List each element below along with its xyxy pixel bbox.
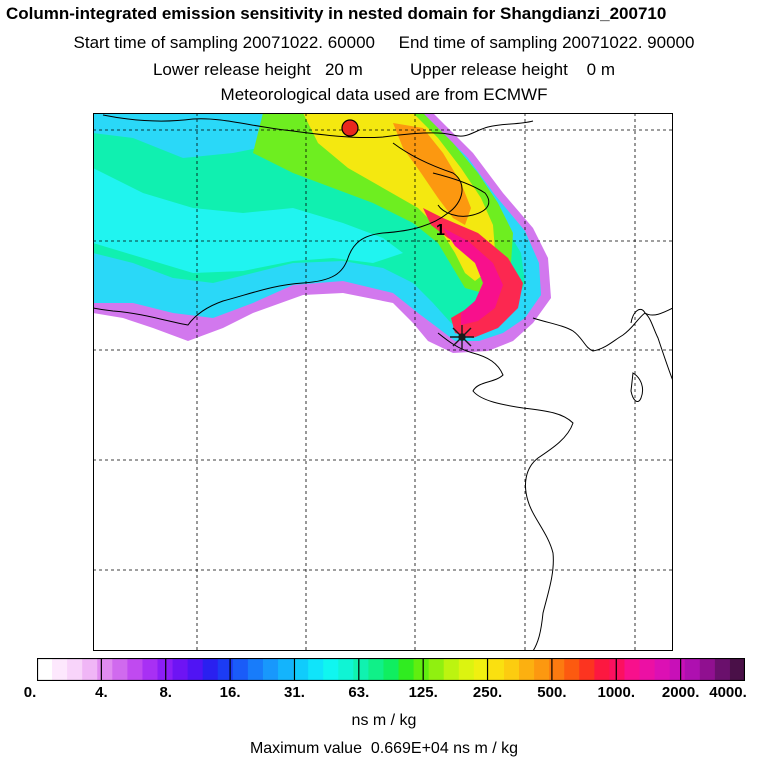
colorbar-cell — [654, 658, 671, 681]
sensitivity-map: 1 — [93, 113, 673, 651]
colorbar-tick-label: 125. — [408, 684, 438, 701]
colorbar-cell — [97, 658, 113, 681]
colorbar-cell — [729, 658, 745, 681]
plot-title: Column-integrated emission sensitivity i… — [6, 4, 667, 23]
colorbar-cell — [37, 658, 53, 681]
coastline-korea — [630, 307, 673, 324]
colorbar-cell — [52, 658, 68, 681]
colorbar-cell — [579, 658, 595, 681]
star-center — [458, 333, 466, 341]
colorbar-cell — [308, 658, 324, 681]
colorbar-cell — [202, 658, 219, 681]
colorbar-cell — [488, 658, 505, 681]
colorbar-cell — [172, 658, 189, 681]
release-site-marker — [450, 325, 474, 349]
meteo-source-line: Meteorological data used are from ECMWF — [220, 85, 548, 104]
colorbar-cell — [278, 658, 294, 681]
plume-yellow — [303, 113, 495, 281]
coastlines — [93, 114, 673, 651]
colorbar-cell — [443, 658, 460, 681]
colorbar-tick-label: 1000. — [597, 684, 636, 701]
colorbar-cell — [293, 658, 309, 681]
peninsula — [432, 172, 490, 217]
colorbar-cell — [534, 658, 550, 681]
graticule — [93, 113, 673, 651]
sampling-time-line: Start time of sampling 20071022. 60000 E… — [73, 33, 695, 52]
colorbar-cell — [383, 658, 400, 681]
plume-core-pink — [443, 228, 503, 325]
colorbar-cell — [82, 658, 98, 681]
coastline-north — [102, 114, 534, 139]
colorbar-cell — [473, 658, 490, 681]
colorbar — [37, 658, 745, 681]
map-frame — [93, 113, 673, 651]
colorbar-tick-label: 500. — [537, 684, 567, 701]
colorbar-tick-label: 8. — [159, 684, 172, 701]
colorbar-tick-label: 4. — [95, 684, 108, 701]
colorbar-cell — [624, 658, 641, 681]
colorbar-cell — [338, 658, 354, 681]
colorbar-cell — [368, 658, 385, 681]
plume-orange — [393, 123, 471, 225]
colorbar-cell — [684, 658, 701, 681]
colorbar-cells — [37, 658, 745, 681]
colorbar-cell — [564, 658, 580, 681]
coastline-south — [437, 332, 574, 651]
colorbar-units: ns m / kg — [351, 712, 417, 729]
maximum-value: Maximum value 0.669E+04 ns m / kg — [249, 740, 519, 757]
colorbar-cell — [639, 658, 656, 681]
colorbar-cell — [127, 658, 144, 681]
colorbar-cell — [609, 658, 626, 681]
colorbar-tick-label: 63. — [348, 684, 370, 701]
colorbar-cell — [247, 658, 264, 681]
contour-label: 1 — [436, 222, 445, 239]
colorbar-cell — [503, 658, 520, 681]
colorbar-cell — [67, 658, 83, 681]
colorbar-cell — [428, 658, 445, 681]
colorbar-major-ticks — [100, 658, 682, 681]
colorbar-cell — [142, 658, 159, 681]
colorbar-cell — [398, 658, 415, 681]
colorbar-cell — [112, 658, 128, 681]
colorbar-cell — [217, 658, 234, 681]
colorbar-tick-label: 0. — [23, 684, 37, 701]
colorbar-cell — [594, 658, 611, 681]
release-height-line: Lower release height 20 m Upper release … — [152, 60, 616, 79]
colorbar-cell — [699, 658, 716, 681]
colorbar-cell — [187, 658, 204, 681]
colorbar-tick-label: 16. — [219, 684, 241, 701]
colorbar-frame — [37, 658, 745, 681]
colorbar-cell — [714, 658, 731, 681]
plume-cyan-inner — [93, 168, 403, 273]
colorbar-cell — [519, 658, 535, 681]
colorbar-cell — [232, 658, 249, 681]
colorbar-tick-label: 250. — [472, 684, 503, 701]
coastline-east — [532, 312, 673, 382]
colorbar-cell — [549, 658, 565, 681]
colorbar-tick-label: 2000. — [661, 684, 700, 701]
colorbar-tick-label: 4000. — [709, 684, 747, 701]
colorbar-cell — [262, 658, 279, 681]
colorbar-tick-label: 31. — [284, 684, 305, 701]
station-marker — [341, 119, 359, 137]
plume-field — [93, 113, 551, 353]
colorbar-cell — [413, 658, 430, 681]
colorbar-cell — [353, 658, 369, 681]
plume-core-red — [423, 208, 523, 338]
colorbar-cell — [458, 658, 475, 681]
colorbar-cell — [669, 658, 686, 681]
islands — [630, 372, 644, 402]
coastline-bay — [93, 142, 463, 326]
colorbar-cell — [323, 658, 339, 681]
